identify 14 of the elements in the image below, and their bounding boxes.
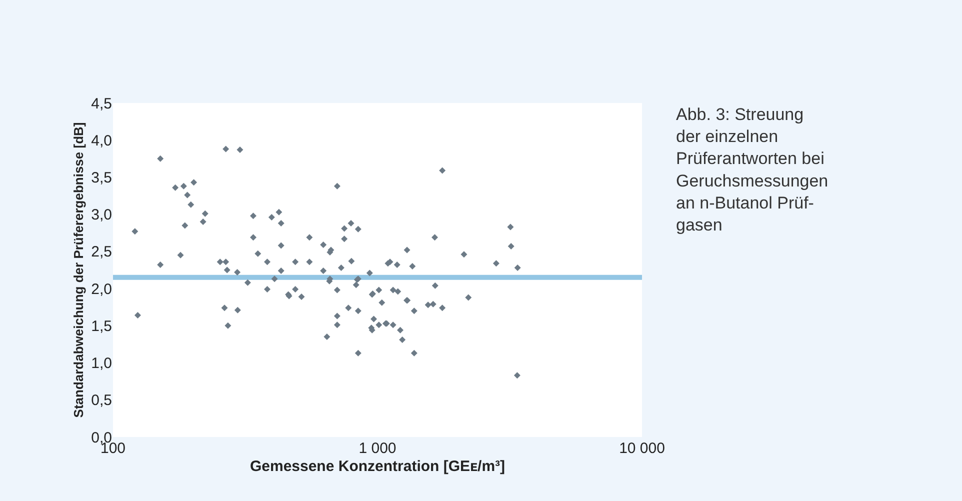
y-tick-label: 4,0 (91, 132, 112, 150)
x-tick-label: 1 000 (358, 440, 396, 457)
y-tick-label: 3,5 (91, 169, 112, 186)
y-tick-label: 4,5 (91, 95, 112, 112)
x-tick-label: 10 000 (619, 440, 665, 457)
y-tick-label: 2,5 (91, 244, 112, 261)
y-tick-label: 3,0 (91, 206, 112, 224)
y-tick-label: 1,5 (91, 318, 112, 335)
y-tick-label: 2,0 (91, 280, 112, 298)
y-axis-title: Standardabweichung der Prüferergebnisse [dB] (71, 122, 86, 418)
y-tick-label: 0,5 (91, 392, 112, 410)
x-axis-title: Gemessene Konzentration [GEᴇ/m³] (250, 458, 506, 475)
caption: Abb. 3: Streuung der einzelnen Prüferantworten bei Geruchsmessungen an n-Butanol Prüf- gasen (676, 105, 828, 234)
y-tick-label: 1,0 (91, 355, 112, 372)
